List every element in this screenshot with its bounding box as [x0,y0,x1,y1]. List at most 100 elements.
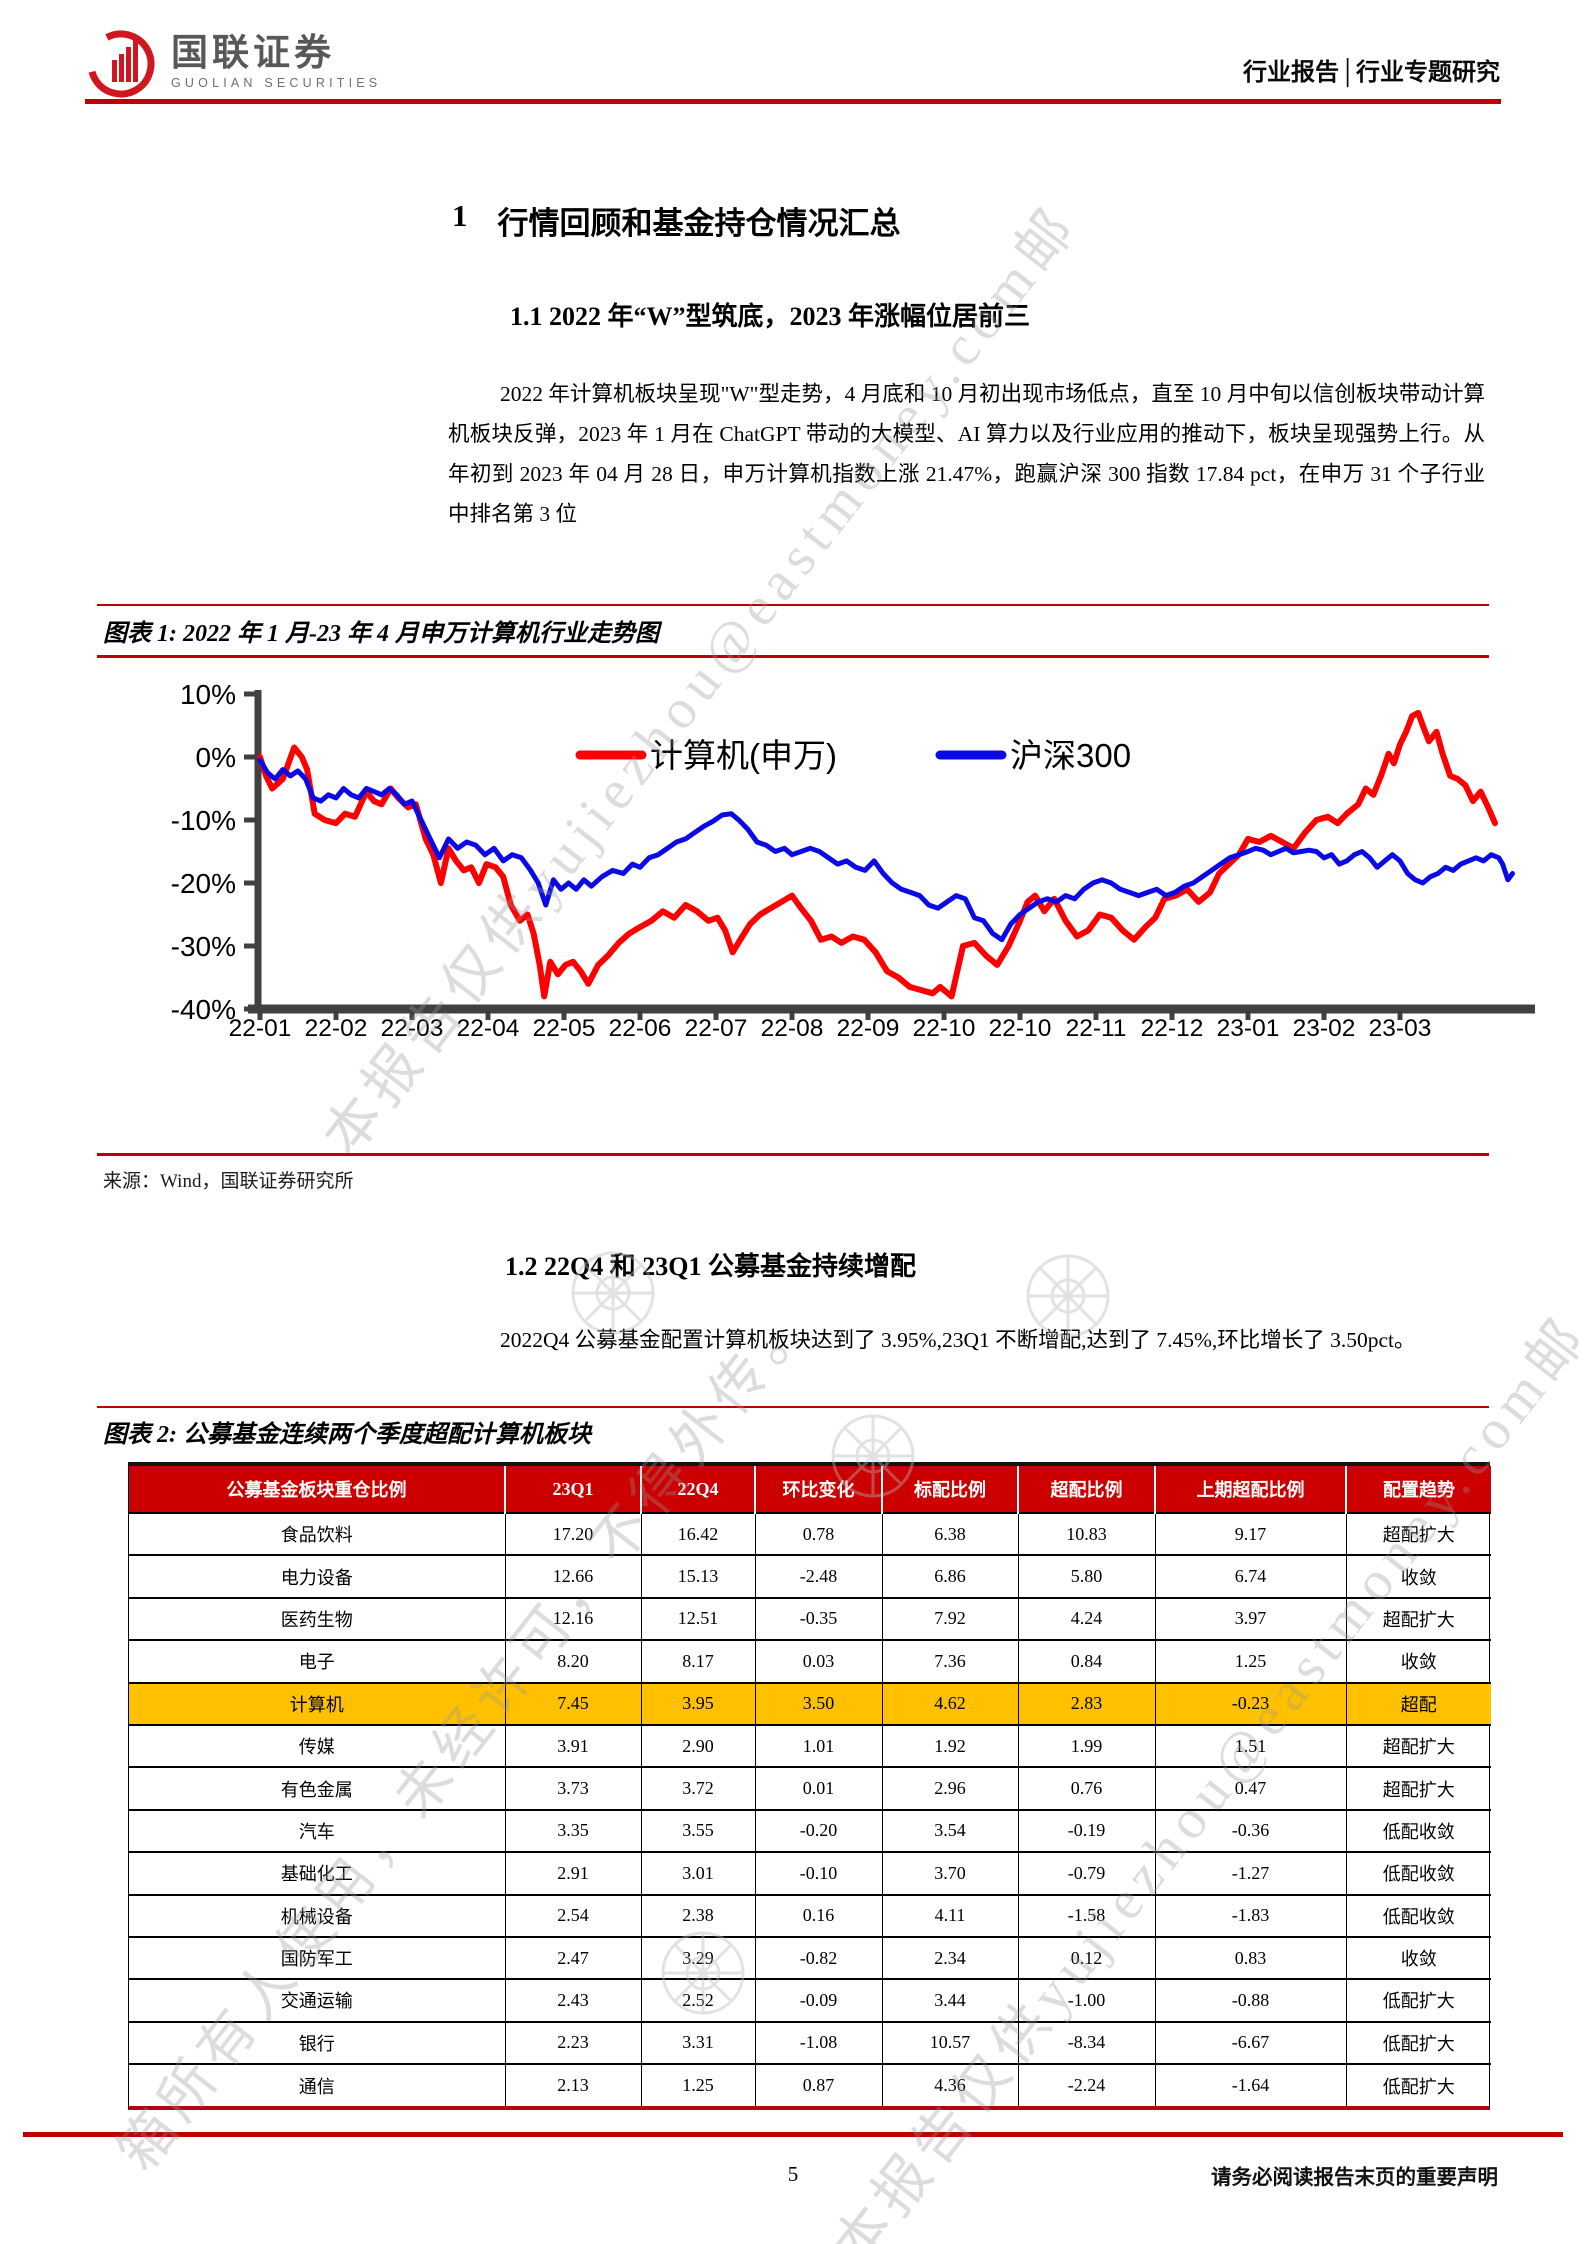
x-tick-label: 23-02 [1293,1015,1356,1042]
table-header-cell: 23Q1 [504,1466,641,1513]
table-cell: -0.19 [1017,1808,1155,1853]
table-header-row: 公募基金板块重仓比例 23Q1 22Q4 环比变化 标配比例 超配比例 上期超配比例 配置趋势 [129,1466,1491,1513]
table-cell: 7.36 [881,1639,1018,1683]
table-cell: 0.12 [1017,1935,1155,1980]
table-cell: -6.67 [1154,2020,1346,2065]
table-cell: -1.00 [1017,1978,1155,2022]
table-row: 有色金属 3.73 3.72 0.01 2.96 0.76 0.47 超配扩大 [129,1766,1491,1810]
table-row: 汽车 3.35 3.55 -0.20 3.54 -0.19 -0.36 低配收敛 [129,1808,1491,1853]
table-cell: 8.17 [640,1639,755,1683]
table-row: 银行 2.23 3.31 -1.08 10.57 -8.34 -6.67 低配扩大 [129,2020,1491,2065]
table-cell: 2.96 [881,1766,1018,1810]
figure1-caption: 图表 1: 2022 年 1 月-23 年 4 月申万计算机行业走势图 [103,621,659,647]
header-divider [85,99,1501,104]
x-tick-label: 23-01 [1217,1015,1280,1042]
table-header-cell: 配置趋势 [1345,1466,1491,1513]
table-cell: 4.62 [881,1681,1018,1725]
section-1-title: 1 行情回顾和基金持仓情况汇总 [452,198,901,243]
table-cell: 1.99 [1017,1723,1155,1768]
table-cell: 2.54 [504,1893,641,1937]
table-cell: 低配扩大 [1345,1978,1491,2022]
table-cell: -0.82 [754,1935,882,1980]
table-cell: 3.29 [640,1935,755,1980]
fund-allocation-table: 公募基金板块重仓比例 23Q1 22Q4 环比变化 标配比例 超配比例 上期超配比例 配置趋势… [128,1462,1491,2111]
table-cell: 低配收敛 [1345,1808,1491,1853]
table-cell: 16.42 [640,1511,755,1556]
table-row: 计算机 7.45 3.95 3.50 4.62 2.83 -0.23 超配 [129,1681,1491,1725]
table-cell: 17.20 [504,1511,641,1556]
page-number: 5 [787,2162,799,2186]
table-cell: 国防军工 [129,1935,505,1980]
table-cell: -0.09 [754,1978,882,2022]
logo-text-cn: 国联证券 [171,33,335,74]
table-cell: 交通运输 [129,1978,505,2022]
table-cell: 3.97 [1154,1596,1346,1641]
table-cell: -0.35 [754,1596,882,1641]
table-cell: -8.34 [1017,2020,1155,2065]
x-tick-label: 22-09 [837,1015,900,1042]
company-logo: 国联证券 GUOLIAN SECURITIES [85,28,381,105]
report-type-label: 行业报告│行业专题研究 [1242,60,1500,86]
table-cell: 2.52 [640,1978,755,2022]
logo-text-en: GUOLIAN SECURITIES [171,76,382,90]
table-cell: 1.25 [640,2063,755,2107]
table-header-cell: 超配比例 [1017,1466,1155,1513]
section-1-2-title: 1.2 22Q4 和 23Q1 公募基金持续增配 [505,1252,916,1281]
table-cell: 0.87 [754,2063,882,2107]
table-cell: 超配扩大 [1345,1596,1491,1641]
table-cell: 0.78 [754,1511,882,1556]
table-header-cell: 环比变化 [754,1466,882,1513]
table-cell: 12.51 [640,1596,755,1641]
table-cell: 2.13 [504,2063,641,2107]
table-cell: 超配扩大 [1345,1766,1491,1810]
x-tick-label: 23-03 [1369,1015,1432,1042]
y-tick-label: -10% [171,805,236,836]
table-cell: 超配扩大 [1345,1511,1491,1556]
table-cell: 机械设备 [129,1893,505,1937]
table-cell: 3.35 [504,1808,641,1853]
table-cell: 低配收敛 [1345,1851,1491,1895]
table-cell: 3.70 [881,1851,1018,1895]
table-cell: -2.48 [754,1554,882,1598]
table-cell: 通信 [129,2063,505,2107]
legend-label: 计算机(申万) [650,737,837,774]
series-line-computer-sw [257,709,1498,1000]
table-cell: 5.80 [1017,1554,1155,1598]
figure2-top-rule [97,1406,1489,1408]
table-cell: 2.90 [640,1723,755,1768]
table-row: 通信 2.13 1.25 0.87 4.36 -2.24 -1.64 低配扩大 [129,2063,1491,2107]
table-header-cell: 标配比例 [881,1466,1018,1513]
table-cell: -2.24 [1017,2063,1155,2107]
x-tick-label: 22-11 [1066,1015,1127,1042]
table-cell: -1.08 [754,2020,882,2065]
table-cell: 收敛 [1345,1639,1491,1683]
table-row: 交通运输 2.43 2.52 -0.09 3.44 -1.00 -0.88 低配扩大 [129,1978,1491,2022]
y-tick-label: 10% [180,679,236,710]
y-tick-label: -20% [171,868,236,899]
table-cell: 0.83 [1154,1935,1346,1980]
table-cell: 12.66 [504,1554,641,1598]
table-cell: 15.13 [640,1554,755,1598]
table-cell: 汽车 [129,1808,505,1853]
table-cell: -1.58 [1017,1893,1155,1937]
table-cell: 2.38 [640,1893,755,1937]
table-header-cell: 上期超配比例 [1154,1466,1346,1513]
x-tick-label: 22-04 [457,1015,520,1042]
table-cell: 0.84 [1017,1639,1155,1683]
table-cell: 3.31 [640,2020,755,2065]
y-tick-label: -40% [171,994,236,1025]
y-tick-label: 0% [196,742,236,773]
table-cell: 3.73 [504,1766,641,1810]
table-cell: 2.43 [504,1978,641,2022]
table-cell: 6.38 [881,1511,1018,1556]
table-cell: 1.01 [754,1723,882,1768]
table-cell: 收敛 [1345,1935,1491,1980]
section-title-text: 行情回顾和基金持仓情况汇总 [497,206,901,241]
table-cell: 8.20 [504,1639,641,1683]
figure1-bottom-rule [97,1153,1489,1156]
table-cell: 超配 [1345,1681,1491,1725]
table-cell: 计算机 [129,1681,505,1725]
table-cell: 低配扩大 [1345,2020,1491,2065]
table-cell: 0.47 [1154,1766,1346,1810]
table-cell: 0.03 [754,1639,882,1683]
